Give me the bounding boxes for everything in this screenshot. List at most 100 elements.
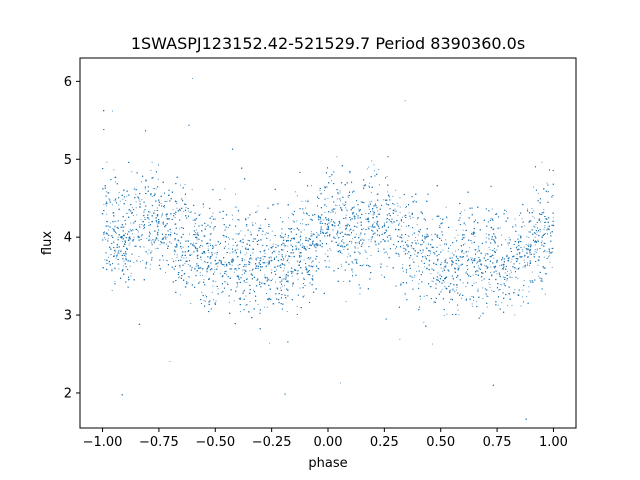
data-point (431, 343, 433, 345)
data-point (372, 214, 374, 216)
data-point (108, 262, 110, 264)
data-point (151, 196, 153, 198)
data-point (235, 249, 237, 251)
data-point (260, 224, 262, 226)
data-point (503, 276, 505, 278)
data-point (219, 272, 221, 274)
data-point (371, 209, 373, 211)
data-point (274, 281, 276, 283)
data-point (474, 235, 476, 237)
data-point (406, 246, 408, 248)
data-point (212, 285, 214, 287)
data-point (160, 216, 162, 218)
data-point (529, 253, 531, 255)
data-point (236, 286, 238, 288)
data-point (323, 189, 325, 191)
data-point (420, 253, 422, 254)
data-point (506, 270, 508, 272)
data-point (441, 270, 443, 272)
data-point (303, 259, 305, 261)
data-point (505, 239, 507, 241)
data-point (316, 235, 318, 237)
data-point (307, 224, 309, 226)
data-point (328, 228, 330, 230)
data-point (480, 315, 482, 317)
data-point (236, 244, 238, 246)
data-point (203, 261, 205, 263)
data-point (326, 205, 328, 207)
data-point (511, 271, 513, 273)
data-point (170, 242, 172, 244)
data-point (546, 182, 548, 184)
data-point (104, 237, 106, 239)
data-point (369, 182, 371, 184)
data-point (454, 237, 456, 239)
data-point (319, 189, 321, 191)
data-point (351, 241, 353, 243)
data-point (113, 229, 115, 231)
data-point (154, 187, 156, 189)
data-point (544, 267, 546, 269)
data-point (425, 256, 427, 258)
data-point (352, 207, 354, 209)
data-point (156, 222, 158, 224)
data-point (142, 260, 144, 261)
data-point (118, 252, 120, 254)
data-point (359, 293, 361, 295)
data-point (316, 232, 318, 234)
data-point (224, 266, 226, 268)
data-point (176, 234, 178, 236)
data-point (172, 209, 174, 211)
data-point (104, 231, 106, 233)
data-point (343, 248, 345, 250)
data-point (207, 248, 209, 250)
data-point (354, 246, 356, 248)
data-point (266, 262, 268, 264)
data-point (313, 233, 315, 235)
data-point (206, 269, 208, 271)
data-point (551, 247, 553, 249)
data-point (114, 226, 116, 228)
data-point (548, 255, 550, 257)
data-point (399, 206, 401, 208)
data-point (204, 300, 206, 302)
data-point (228, 301, 230, 303)
data-point (507, 242, 509, 244)
data-point (170, 231, 172, 233)
data-point (477, 265, 479, 267)
data-point (194, 223, 196, 225)
data-point (506, 254, 508, 256)
data-point (552, 217, 554, 219)
data-point (366, 258, 368, 260)
data-point (348, 196, 350, 198)
data-point (317, 217, 319, 219)
data-point (232, 244, 234, 246)
data-point (332, 208, 334, 210)
data-point (122, 240, 124, 242)
data-point (275, 257, 277, 259)
data-point (524, 261, 526, 263)
data-point (521, 218, 523, 220)
data-point (274, 251, 276, 253)
data-point (211, 291, 213, 293)
data-point (308, 258, 310, 260)
data-point (179, 184, 181, 186)
data-point (302, 223, 304, 225)
data-point (348, 230, 350, 232)
data-point (185, 207, 187, 209)
data-point (464, 237, 466, 239)
data-point (484, 253, 486, 255)
data-point (378, 184, 380, 186)
data-point (162, 213, 164, 215)
data-point (305, 200, 307, 202)
data-point (431, 218, 433, 220)
data-point (396, 202, 398, 204)
data-point (113, 199, 115, 201)
data-point (339, 382, 341, 384)
data-point (233, 300, 235, 302)
data-point (106, 161, 108, 163)
data-point (509, 273, 511, 275)
data-point (218, 243, 220, 245)
scatter-points (101, 77, 555, 420)
